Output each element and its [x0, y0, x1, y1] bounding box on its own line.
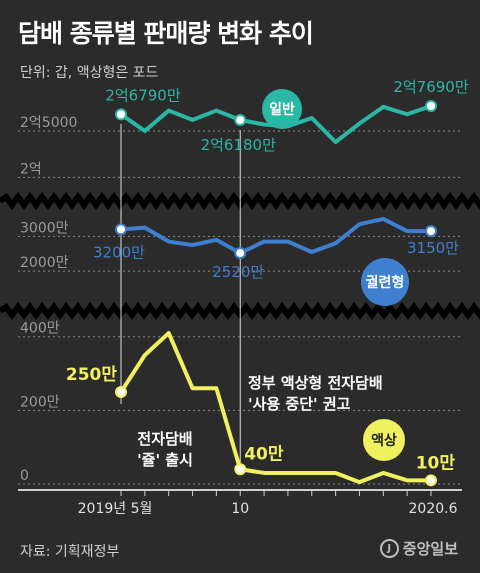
- data-point: [115, 108, 127, 121]
- annotation-juul-line2: '쥴' 출시: [137, 451, 193, 469]
- series-name-bubble-0: [262, 89, 302, 129]
- y-tick-label: 0: [20, 468, 29, 484]
- series-name-label-0: 일반: [269, 101, 295, 118]
- series-line-2: [119, 331, 433, 485]
- annotation-juul-line1: 전자담배: [137, 430, 192, 448]
- annotation-government-line1: 정부 액상형 전자담배: [248, 374, 383, 392]
- data-label: 2520만: [212, 263, 264, 281]
- y-tick-label: 400만: [20, 321, 60, 337]
- data-point: [234, 114, 247, 127]
- source-note: 자료: 기획재정부: [20, 544, 120, 560]
- annotation-government-line2: '사용 중단' 권고: [248, 395, 351, 413]
- data-label: 40만: [244, 444, 284, 464]
- unit-note: 단위: 갑, 액상형은 포드: [20, 65, 159, 81]
- data-label: 3150만: [407, 239, 459, 257]
- logo-icon: J: [379, 539, 399, 558]
- data-label: 250만: [66, 365, 117, 385]
- data-point: [234, 463, 247, 476]
- data-point: [425, 225, 437, 238]
- series-name-label-1: 궐련형: [366, 274, 405, 291]
- data-label: 2억6180만: [201, 136, 277, 154]
- data-point: [234, 247, 247, 260]
- y-tick-label: 2억: [20, 161, 42, 177]
- data-label: 2억6790만: [105, 86, 181, 104]
- series-name-label-2: 액상: [371, 432, 397, 449]
- panel-separator-1: [0, 302, 480, 320]
- data-label: 2억7690만: [393, 78, 469, 96]
- data-point: [425, 474, 437, 487]
- series-line-1: [119, 216, 433, 256]
- publisher-logo: J 중앙일보: [379, 538, 458, 559]
- data-label: 3200만: [93, 243, 145, 261]
- data-point: [425, 100, 437, 113]
- x-tick-label: 2020.6: [409, 501, 458, 517]
- y-tick-label: 2000만: [20, 255, 69, 271]
- x-tick-label: 10: [231, 501, 249, 517]
- logo-text: 중앙일보: [402, 540, 458, 558]
- chart-title: 담배 종류별 판매량 변화 추이: [18, 19, 314, 48]
- data-point: [115, 223, 127, 236]
- data-label: 10만: [416, 453, 456, 473]
- x-tick-label: 2019년 5월: [78, 501, 153, 517]
- series-name-bubble-1: [361, 258, 409, 306]
- y-tick-label: 3000만: [20, 220, 69, 236]
- data-point: [115, 385, 127, 398]
- panel-separator-0: [0, 192, 480, 210]
- y-tick-label: 200만: [20, 394, 60, 410]
- series-name-bubble-2: [363, 419, 405, 461]
- y-tick-label: 2억5000: [20, 115, 77, 131]
